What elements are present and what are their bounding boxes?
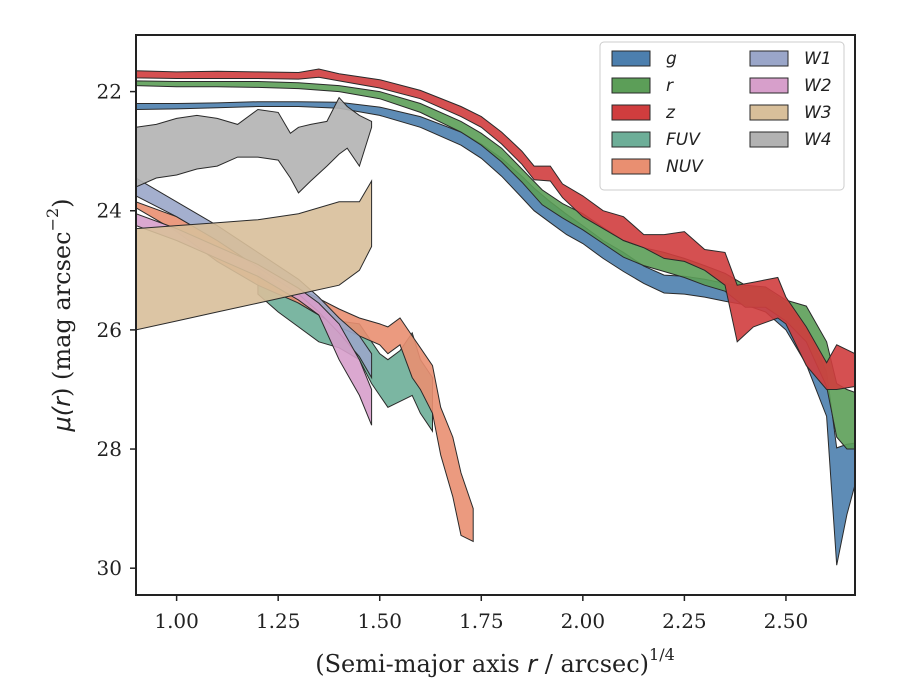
y-tick-label: 26 bbox=[97, 318, 122, 342]
legend-swatch-w3 bbox=[749, 104, 789, 121]
y-tick-label: 22 bbox=[97, 80, 122, 104]
legend: grz FUV NUV W1 W2 W3 W4 bbox=[599, 41, 845, 191]
legend-label-nuv: NUV bbox=[666, 157, 704, 177]
legend-swatch-fuv bbox=[611, 131, 651, 148]
y-axis-label: μ(r) (mag arcsec−2) bbox=[43, 198, 76, 432]
legend-label-r: r bbox=[666, 76, 674, 96]
legend-swatch-z bbox=[611, 104, 651, 121]
x-tick-label: 2.50 bbox=[764, 609, 809, 633]
legend-swatch-w1 bbox=[749, 50, 789, 67]
legend-label-w4: W4 bbox=[804, 130, 832, 150]
x-tick-label: 1.00 bbox=[154, 609, 199, 633]
legend-swatch-g bbox=[611, 50, 651, 67]
y-tick-label: 30 bbox=[97, 556, 122, 580]
legend-label-g: g bbox=[666, 49, 677, 69]
plot-frame bbox=[135, 34, 856, 596]
x-axis: 1.00 1.25 1.50 1.75 2.00 2.25 2.50 bbox=[154, 595, 808, 633]
series-band-w4 bbox=[136, 96, 373, 194]
series-band-r bbox=[136, 80, 855, 450]
x-tick-label: 1.25 bbox=[256, 609, 301, 633]
series-band-z bbox=[136, 68, 855, 390]
legend-swatch-w2 bbox=[749, 77, 789, 94]
legend-label-z: z bbox=[665, 103, 676, 123]
x-tick-label: 2.00 bbox=[561, 609, 606, 633]
x-tick-label: 1.75 bbox=[459, 609, 504, 633]
y-tick-label: 24 bbox=[97, 199, 122, 223]
x-tick-label: 2.25 bbox=[662, 609, 707, 633]
legend-swatch-w4 bbox=[749, 131, 789, 148]
series-band-w3 bbox=[136, 179, 373, 331]
x-tick-label: 1.50 bbox=[357, 609, 402, 633]
legend-swatch-nuv bbox=[611, 158, 651, 175]
y-tick-label: 28 bbox=[97, 437, 122, 461]
legend-label-w2: W2 bbox=[804, 76, 832, 96]
legend-swatch-r bbox=[611, 77, 651, 94]
legend-label-w3: W3 bbox=[804, 103, 832, 123]
x-axis-label: (Semi-major axis r / arcsec)1/4 bbox=[315, 645, 675, 678]
y-axis: 22 24 26 28 30 bbox=[97, 80, 136, 580]
series-layer bbox=[136, 68, 855, 566]
legend-label-w1: W1 bbox=[804, 49, 832, 69]
legend-label-fuv: FUV bbox=[666, 130, 701, 150]
